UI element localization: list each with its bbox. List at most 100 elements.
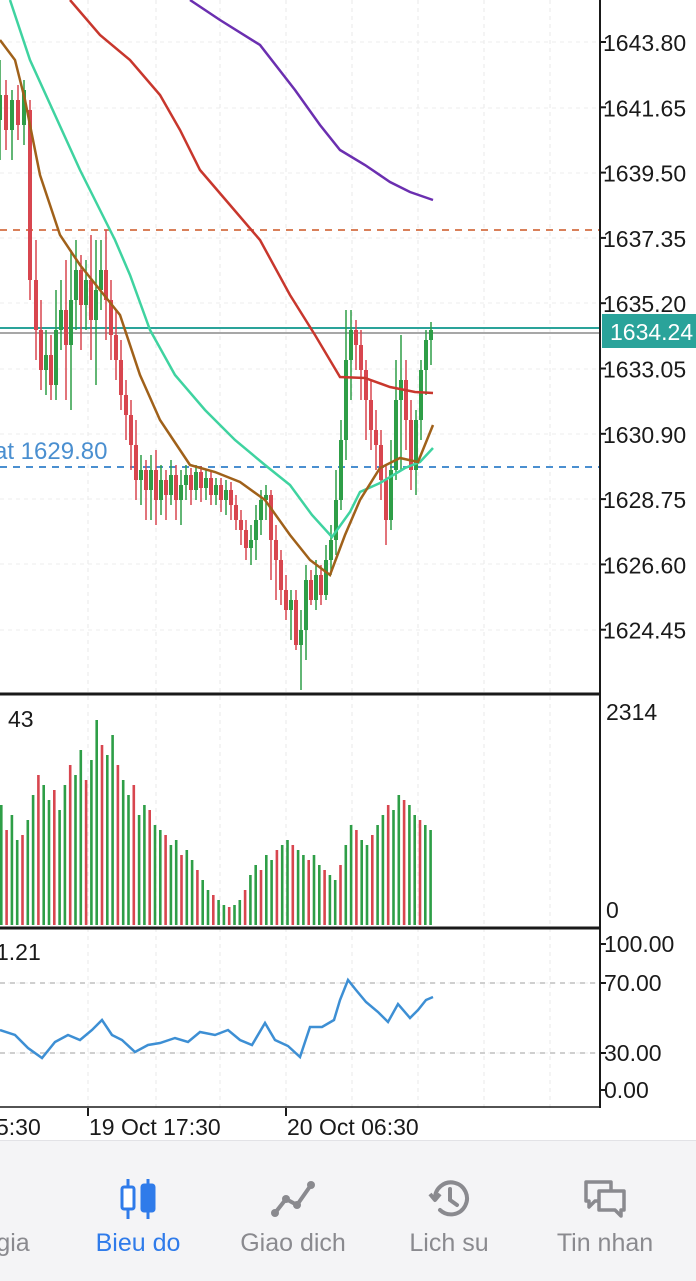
- nav-item-messages[interactable]: Tin nhan: [530, 1141, 680, 1281]
- candle-body: [174, 475, 178, 500]
- volume-bar: [95, 720, 98, 925]
- volume-bar: [84, 780, 88, 925]
- candle-body: [339, 440, 343, 500]
- candle-body: [129, 415, 133, 445]
- candle-body: [369, 400, 373, 430]
- candle-body: [164, 480, 168, 495]
- volume-bar: [349, 825, 353, 925]
- price-axis-label: 1628.75: [603, 487, 686, 513]
- volume-bar: [376, 825, 379, 925]
- time-label-0: 5:30: [0, 1114, 41, 1140]
- candle-body: [149, 470, 153, 490]
- volume-bar: [169, 845, 173, 925]
- candle-body: [349, 330, 353, 360]
- nav-label-quotes: gia: [0, 1229, 30, 1257]
- candle-body: [329, 540, 333, 560]
- candle-body: [429, 330, 433, 340]
- candle-body: [4, 95, 8, 130]
- candle-body: [69, 300, 73, 345]
- order-line-label[interactable]: at 1629.80: [0, 438, 107, 465]
- volume-bar: [15, 840, 19, 925]
- candle-body: [119, 360, 123, 395]
- candle-body: [389, 470, 393, 520]
- volume-bar: [243, 890, 247, 925]
- oscillator-axis-label: 30.00: [604, 1040, 662, 1066]
- history-icon: [428, 1180, 469, 1217]
- candle-body: [254, 520, 258, 540]
- volume-bar: [21, 835, 24, 925]
- volume-bar: [355, 830, 358, 925]
- volume-bar: [63, 785, 67, 925]
- oscillator-axis-label: 0.00: [604, 1077, 649, 1103]
- volume-bar: [392, 810, 395, 925]
- nav-item-trade[interactable]: Giao dich: [218, 1141, 368, 1281]
- candlestick-series: [0, 60, 433, 690]
- candle-body: [244, 530, 248, 548]
- volume-bar: [318, 865, 321, 925]
- quotes-icon: [0, 1177, 35, 1221]
- time-label-2: 20 Oct 06:30: [287, 1114, 419, 1140]
- candle-body: [94, 290, 98, 320]
- current-price-value: 1634.24: [610, 319, 693, 345]
- volume-bar: [53, 790, 56, 925]
- volume-bar: [127, 795, 130, 925]
- candle-body: [404, 380, 408, 420]
- candle-body: [10, 100, 14, 130]
- candle-body: [144, 470, 148, 490]
- candle-body: [64, 310, 68, 345]
- nav-item-quotes[interactable]: gia: [0, 1141, 88, 1281]
- volume-bar: [424, 825, 427, 925]
- candle-body: [249, 540, 253, 548]
- volume-bar: [312, 855, 316, 925]
- candle-body: [259, 500, 263, 520]
- nav-item-chart[interactable]: Bieu do: [63, 1141, 213, 1281]
- candle-body: [159, 480, 163, 500]
- volume-bar: [360, 840, 363, 925]
- candle-body: [169, 475, 173, 495]
- candle-body: [384, 480, 388, 520]
- volume-bar: [238, 900, 242, 925]
- volume-bar: [259, 870, 263, 925]
- candle-body: [424, 340, 428, 370]
- volume-bar: [90, 760, 93, 925]
- candle-body: [104, 270, 108, 300]
- volume-bar: [249, 875, 252, 925]
- volume-bar: [371, 835, 374, 925]
- candle-body: [279, 560, 283, 590]
- trading-chart[interactable]: at 1629.80 1643.801641.651639.501637.351…: [0, 0, 696, 1140]
- volume-bar: [270, 860, 273, 925]
- candle-body: [264, 495, 268, 500]
- nav-label-trade: Giao dich: [240, 1229, 346, 1257]
- oscillator-axis-label: 100.00: [604, 931, 674, 957]
- candle-body: [274, 540, 278, 560]
- candle-body: [139, 470, 143, 480]
- candlestick-chart-icon: [120, 1179, 156, 1219]
- volume-bar: [121, 780, 125, 925]
- volume-bar: [217, 900, 220, 925]
- candle-body: [334, 500, 338, 540]
- candle-body: [219, 485, 223, 500]
- time-label-1: 19 Oct 17:30: [89, 1114, 221, 1140]
- candle-body: [239, 520, 243, 530]
- volume-bar: [47, 800, 51, 925]
- volume-bar: [222, 905, 226, 925]
- volume-bar: [227, 907, 231, 925]
- candle-body: [309, 580, 313, 600]
- candle-body: [284, 590, 288, 610]
- current-price-tag: [602, 314, 696, 348]
- volume-bar: [402, 800, 406, 925]
- candle-body: [414, 420, 418, 470]
- oscillator-line: [0, 977, 434, 1060]
- nav-item-history[interactable]: Lich su: [374, 1141, 524, 1281]
- volume-bar: [339, 865, 342, 925]
- volume-bar: [148, 810, 151, 925]
- volume-bar: [291, 845, 295, 925]
- volume-bar: [196, 870, 199, 925]
- candle-body: [124, 395, 128, 415]
- volume-bar: [153, 825, 157, 925]
- candle-body: [324, 560, 328, 595]
- volume-bar: [413, 815, 416, 925]
- chart-grid: [0, 0, 600, 1108]
- candle-body: [209, 478, 213, 495]
- volume-bar: [344, 845, 348, 925]
